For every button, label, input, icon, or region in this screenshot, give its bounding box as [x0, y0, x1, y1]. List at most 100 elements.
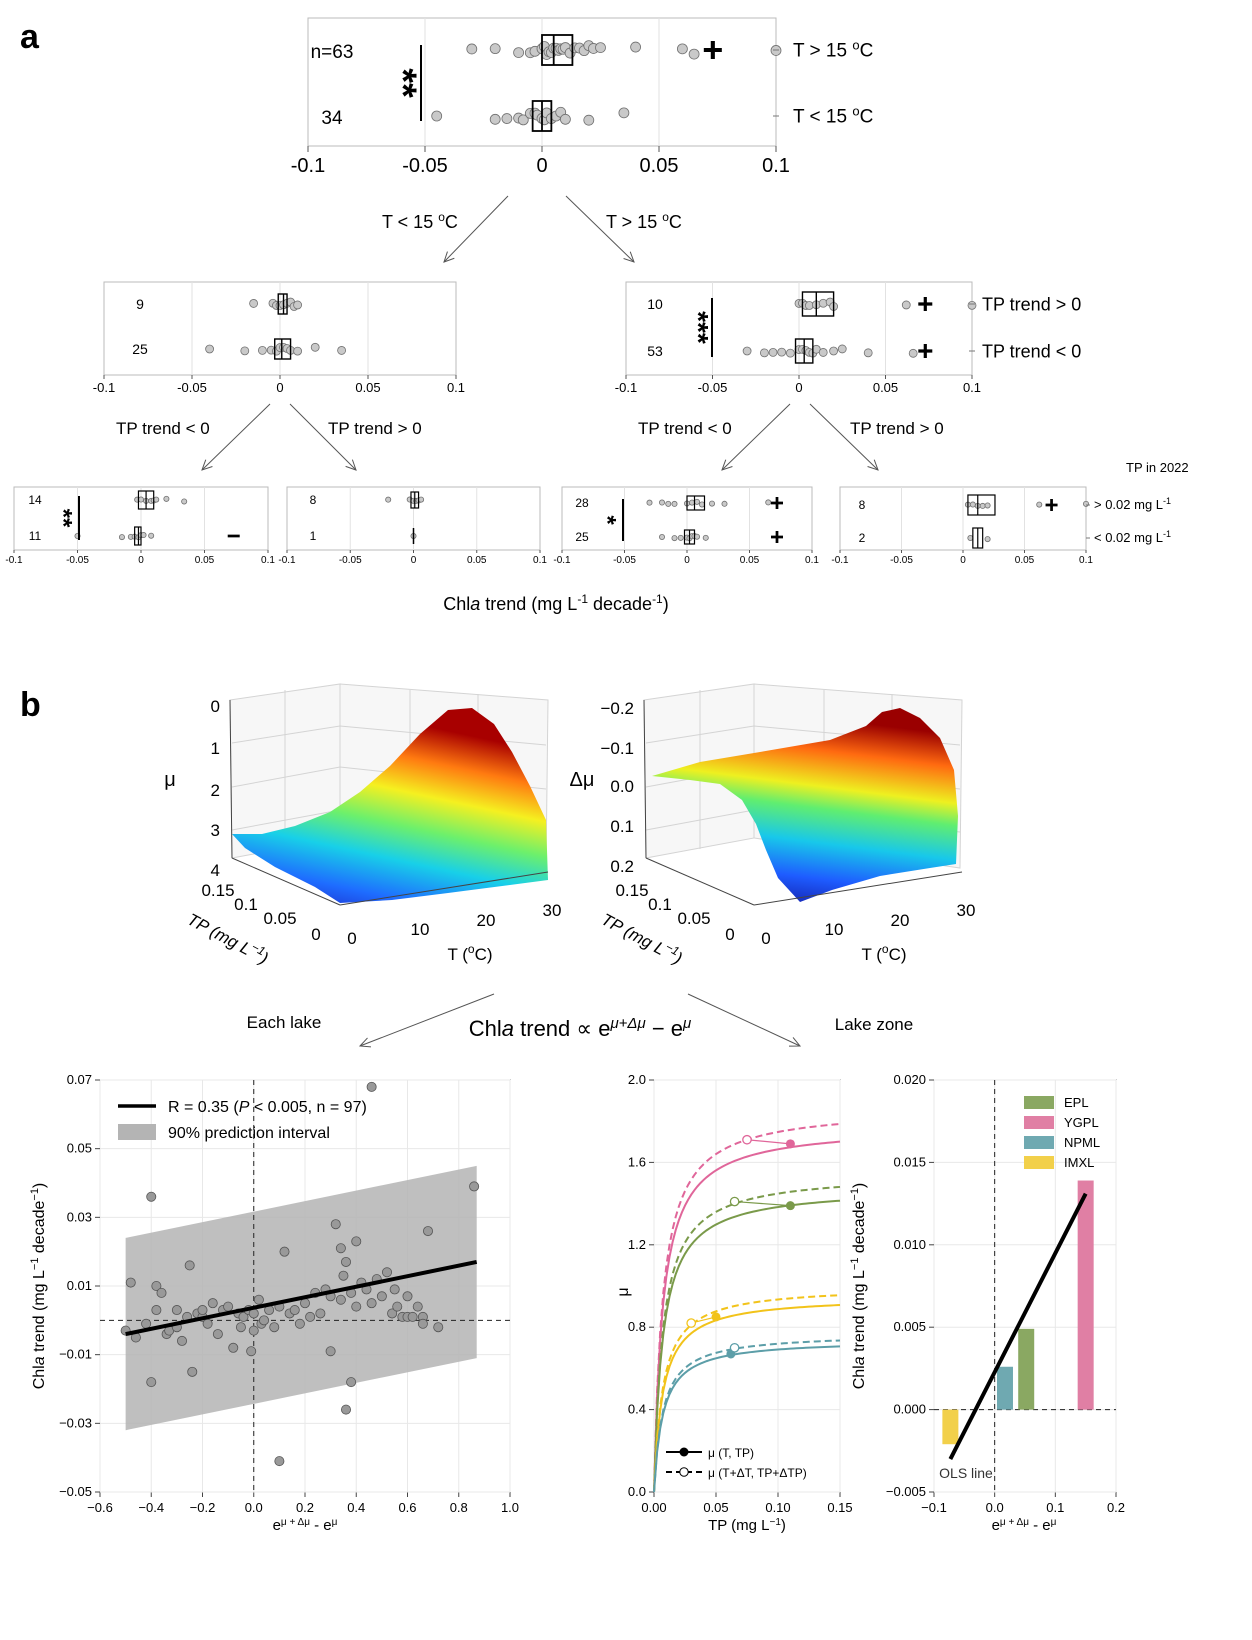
arrow-mid-left-right-head [345, 459, 357, 471]
data-point [785, 348, 795, 358]
data-point [335, 1243, 346, 1254]
z-tick-label: 0.2 [610, 857, 634, 876]
data-point [908, 348, 918, 358]
data-point [146, 1377, 157, 1388]
mu-series-IMXL [653, 1294, 841, 1493]
y-tick-label: 0.010 [893, 1237, 926, 1252]
sample-count: n=63 [311, 42, 354, 63]
data-point [671, 535, 678, 542]
box-row: 34 T < 15 oC [321, 100, 873, 132]
data-point [863, 348, 873, 358]
x-tick-label: -0.05 [177, 380, 207, 395]
legend-label-YGPL: YGPL [1064, 1115, 1099, 1130]
x-tick-label: 0.1 [1079, 555, 1093, 566]
data-point [137, 496, 144, 503]
axis-edge [753, 871, 963, 906]
x-tick-label: 0.0 [986, 1500, 1004, 1515]
y-tick-label: 0.0 [628, 1484, 646, 1499]
ols-line [948, 1192, 1088, 1460]
tp-2022-label-lower: < 0.02 mg L-1 [1094, 529, 1171, 545]
tp-tick-label: 0 [311, 925, 320, 944]
z-tick-label: 0.0 [610, 777, 634, 796]
data-point [156, 1287, 167, 1298]
x-tick-label: 0.1 [447, 380, 465, 395]
legend-band-label: 90% prediction interval [168, 1125, 330, 1142]
data-point [310, 342, 320, 352]
arrow-lake-zone-head [788, 1037, 802, 1047]
bar-EPL [1018, 1328, 1035, 1410]
split-label-t-above-15: T > 15 oC [606, 210, 682, 232]
scatter-plot: −0.6 −0.4 −0.2 0.0 0.2 0.4 0.6 0.8 1.0 −0.05 −0.03… [29, 1072, 519, 1534]
arrow-lake-zone [687, 993, 802, 1047]
data-point [646, 499, 653, 506]
row-label: TP trend < 0 [982, 341, 1081, 361]
data-point [583, 114, 595, 126]
z-tick-label: −0.1 [600, 739, 634, 758]
x-tick-label: 0.10 [765, 1500, 790, 1515]
x-tick-label: 0.05 [703, 1500, 728, 1515]
sample-count: 25 [575, 530, 589, 544]
data-point [228, 1342, 239, 1353]
y-tick-label: 2.0 [628, 1072, 646, 1087]
split-label-t-below-15: T < 15 oC [382, 210, 458, 232]
sample-count: 8 [859, 498, 866, 512]
data-point [253, 1294, 264, 1305]
t-tick-label: 10 [411, 920, 430, 939]
data-point [760, 348, 769, 358]
ols-line-label: OLS line [939, 1465, 993, 1481]
x-tick-label: 0 [276, 380, 283, 395]
lake-zone-bar-plot: −0.1 0.0 0.1 0.2 −0.005 0.000 0.005 0.010 0.015 0… [849, 1072, 1125, 1534]
data-point [659, 534, 666, 541]
box-row: n=63 T > 15 oC [311, 34, 873, 66]
z-axis-label: μ [164, 769, 176, 791]
y-tick-label: 0.005 [893, 1319, 926, 1334]
x-tick-label: 0.15 [827, 1500, 852, 1515]
x-tick-label: 0.8 [450, 1500, 468, 1515]
data-point [630, 41, 641, 53]
x-tick-label: 0.05 [1015, 555, 1035, 566]
data-point [148, 532, 155, 539]
data-point [346, 1377, 357, 1388]
arrow-top-left-shaft [443, 195, 509, 263]
box-row: 14 [28, 490, 188, 510]
x-axis-label: eμ + Δμ - eμ [273, 1517, 338, 1535]
data-point [677, 43, 688, 55]
sample-count: 28 [575, 496, 589, 510]
legend-label-NPML: NPML [1064, 1135, 1100, 1150]
data-point [315, 1308, 326, 1319]
axis-edge [231, 857, 341, 906]
box-iqr [274, 338, 292, 360]
x-axis-label: TP (mg L−1) [708, 1517, 786, 1535]
arrow-mid-left-right-shaft [289, 403, 357, 471]
data-point [118, 534, 125, 541]
legend-label-EPL: EPL [1064, 1095, 1089, 1110]
split-label-tp-increase-left: TP trend > 0 [328, 419, 422, 438]
arrow-top-right-shaft [565, 195, 635, 263]
data-point [677, 534, 684, 541]
data-point [560, 113, 571, 125]
legend-swatch-band [118, 1124, 156, 1140]
data-point [431, 110, 443, 122]
box-row: 2 [859, 527, 991, 549]
data-point [469, 1181, 480, 1192]
boxplot-panel-a-mid-left: -0.1 -0.05 0 0.05 0.1 9 25 [93, 281, 465, 395]
data-point [595, 42, 606, 54]
plus-marker [918, 344, 933, 358]
box-iqr [686, 495, 706, 511]
data-point [257, 346, 267, 355]
x-tick-label: -0.05 [402, 155, 448, 177]
data-point [979, 502, 986, 509]
data-point [330, 1219, 341, 1230]
data-point [325, 1346, 336, 1357]
tp-tick-label: 0 [725, 925, 734, 944]
x-axis-label: eμ + Δμ - eμ [992, 1517, 1057, 1535]
sample-count: 2 [859, 531, 866, 545]
box-row: 25 [575, 529, 783, 545]
data-point [293, 300, 303, 310]
x-tick-label: 0.05 [873, 380, 898, 395]
data-point [258, 1315, 269, 1326]
plus-marker [771, 531, 783, 543]
data-point [768, 348, 778, 357]
tp-axis-label: TP (mg L−1) [184, 907, 273, 968]
